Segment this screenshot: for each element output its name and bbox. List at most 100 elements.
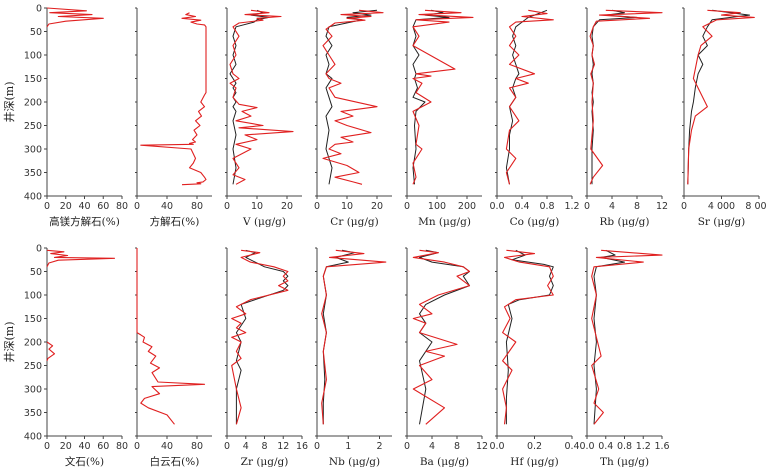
series-line-black	[505, 9, 548, 185]
x-axis-title: Rb (μg/g)	[600, 216, 650, 228]
series-line-black	[412, 9, 450, 185]
x-axis-title: 高镁方解石(%)	[49, 215, 120, 228]
y-tick-label: 250	[24, 121, 42, 132]
panel-0: 0 20 40 60 80 高镁方解石(%)	[44, 7, 128, 228]
x-axis-title: Hf (μg/g)	[510, 456, 558, 468]
y-tick-label: 200	[24, 338, 42, 349]
series-line-black	[591, 9, 638, 185]
panel-7: 0 4 000 8 000 Sr (μg/g)	[681, 7, 767, 228]
series-line-black	[325, 9, 378, 185]
series-line-red	[46, 249, 116, 361]
x-tick-label: 8	[261, 441, 267, 452]
series-line-black	[687, 9, 751, 185]
x-tick-label: 0.0	[489, 201, 504, 212]
series-line-red	[322, 9, 384, 185]
y-tick-label: 250	[24, 361, 42, 372]
x-tick-label: 20	[371, 201, 383, 212]
y-axis-row-1: 0 50 100 150 200 250 300 350 400 井深(m)	[2, 244, 48, 443]
series-line-red	[136, 248, 206, 425]
y-axis-row-0: 0 50 100 150 200 250 300 350 400 井深(m)	[2, 4, 48, 203]
series-line-red	[591, 249, 663, 425]
x-axis-title: 白云石(%)	[150, 455, 200, 468]
series-line-black	[505, 249, 554, 425]
y-tick-label: 0	[36, 4, 42, 15]
y-tick-label: 200	[24, 98, 42, 109]
series-line-red	[687, 9, 755, 185]
x-tick-label: 40	[161, 441, 173, 452]
x-tick-label: 100	[428, 201, 446, 212]
x-axis-title: Sr (μg/g)	[698, 216, 746, 228]
series-line-red	[505, 9, 554, 185]
series-line-red	[589, 9, 663, 185]
x-tick-label: 12	[277, 441, 289, 452]
y-tick-label: 150	[24, 74, 42, 85]
x-tick-label: 20	[60, 201, 72, 212]
series-line-red	[412, 9, 474, 185]
panel-3: 0 10 20 Cr (μg/g)	[314, 7, 392, 228]
x-tick-label: 10	[341, 201, 353, 212]
x-tick-label: 8	[454, 441, 460, 452]
series-line-red	[46, 7, 104, 28]
x-tick-label: 12	[476, 441, 488, 452]
series-line-red	[412, 249, 471, 425]
x-axis-title: Cr (μg/g)	[330, 216, 378, 228]
y-tick-label: 350	[24, 408, 42, 419]
panel-5: 0.0 0.4 0.8 1.2 Co (μg/g)	[489, 7, 580, 228]
panel-12: 0 4 8 12 Ba (μg/g)	[404, 247, 488, 468]
x-tick-label: 0.4	[564, 441, 579, 452]
x-tick-label: 4	[429, 441, 435, 452]
panel-6: 0 4 8 12 Rb (μg/g)	[584, 7, 668, 228]
x-tick-label: 4	[609, 201, 615, 212]
series-line-black	[419, 249, 470, 425]
series-line-red	[140, 12, 207, 186]
panel-9: 0 40 80 白云石(%)	[134, 247, 212, 468]
panel-8: 0 20 40 60 80 文石(%)	[44, 249, 128, 468]
x-axis-title: 文石(%)	[65, 455, 104, 468]
series-line-red	[231, 249, 289, 425]
x-tick-label: 20	[281, 201, 293, 212]
x-tick-label: 80	[191, 441, 203, 452]
x-tick-label: 0.4	[598, 441, 613, 452]
x-tick-label: 0.8	[617, 441, 632, 452]
x-axis-title: Th (μg/g)	[600, 456, 649, 468]
panel-4: 0 100 200 Mn (μg/g)	[404, 7, 482, 228]
series-line-red	[321, 249, 387, 425]
y-axis-title: 井深(m)	[2, 321, 16, 362]
series-line-red	[229, 9, 294, 185]
x-tick-label: 200	[458, 201, 476, 212]
x-tick-label: 60	[97, 201, 109, 212]
x-tick-label: 0	[134, 441, 140, 452]
x-tick-label: 0	[404, 201, 410, 212]
panel-10: 0 4 8 12 16 Zr (μg/g)	[224, 247, 308, 468]
x-tick-label: 0	[224, 441, 230, 452]
series-line-black	[322, 249, 355, 425]
x-axis-title: Ba (μg/g)	[420, 456, 469, 468]
x-tick-label: 1.2	[636, 441, 651, 452]
y-tick-label: 150	[24, 314, 42, 325]
x-tick-label: 8	[634, 201, 640, 212]
x-tick-label: 0.4	[514, 201, 529, 212]
y-axis-title: 井深(m)	[2, 81, 16, 122]
series-line-black	[235, 249, 289, 425]
x-tick-label: 4	[243, 441, 249, 452]
series-line-black	[229, 9, 270, 185]
y-tick-label: 50	[30, 27, 42, 38]
x-tick-label: 0	[314, 201, 320, 212]
x-tick-label: 60	[97, 441, 109, 452]
panel-11: 0 1 2 Nb (μg/g)	[314, 247, 392, 468]
panel-2: 0 10 20 V (μg/g)	[224, 7, 302, 228]
y-tick-label: 400	[24, 192, 42, 203]
x-axis-title: Zr (μg/g)	[241, 456, 289, 468]
x-tick-label: 0	[404, 441, 410, 452]
x-tick-label: 2	[376, 441, 382, 452]
x-tick-label: 0	[314, 441, 320, 452]
y-tick-label: 100	[24, 51, 42, 62]
x-tick-label: 80	[116, 441, 128, 452]
x-tick-label: 0	[44, 441, 50, 452]
x-tick-label: 0	[681, 201, 687, 212]
x-tick-label: 80	[116, 201, 128, 212]
x-tick-label: 0	[134, 201, 140, 212]
x-tick-label: 1.6	[654, 441, 669, 452]
x-tick-label: 8 000	[745, 201, 767, 212]
